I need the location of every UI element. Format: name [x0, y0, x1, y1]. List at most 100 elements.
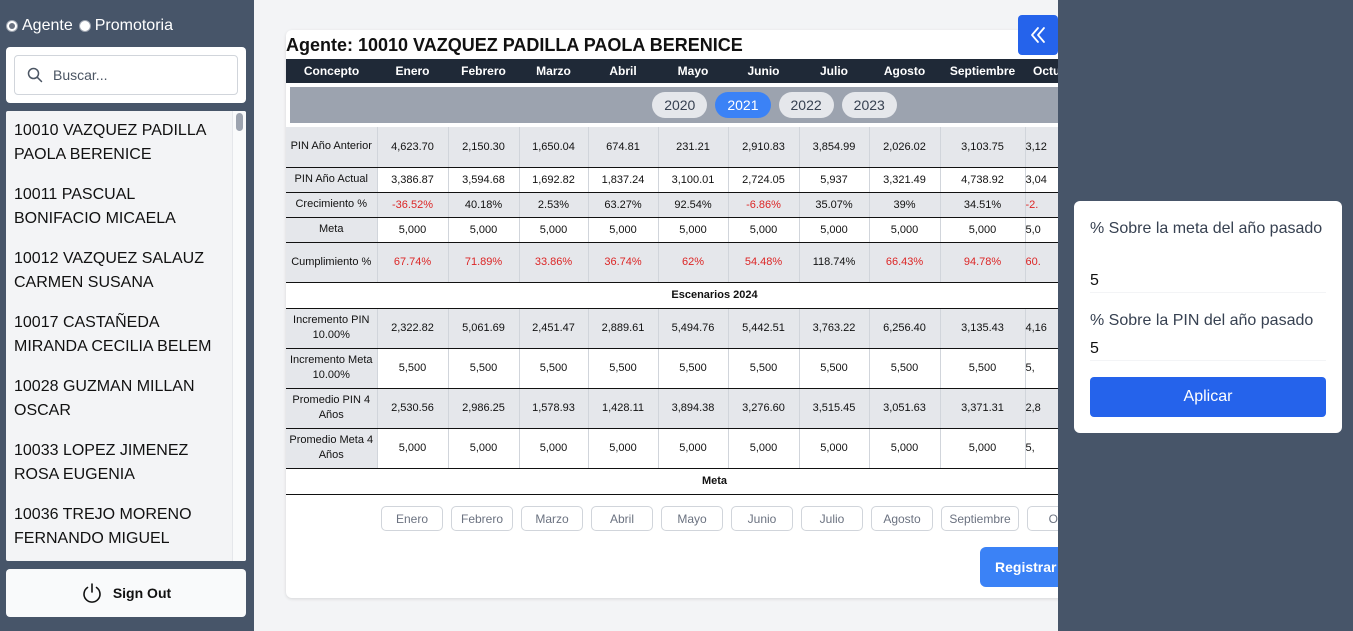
table-row: PIN Año Anterior 4,623.70 2,150.30 1,650.04…	[286, 127, 1058, 168]
table-cell: 5,000	[869, 428, 941, 469]
search-input[interactable]	[53, 67, 213, 83]
table-cell: 5,000	[869, 217, 941, 243]
table-cell: 66.43%	[869, 242, 941, 283]
table-cell: 5,	[1025, 348, 1058, 389]
table-cell: 6,256.40	[869, 308, 941, 349]
year-tab-2022[interactable]: 2022	[778, 92, 834, 118]
table-cell: 2.53%	[519, 192, 589, 218]
table-cell: 3,594.68	[448, 167, 520, 193]
table-cell: 5,500	[588, 348, 659, 389]
apply-button[interactable]: Aplicar	[1090, 377, 1326, 417]
agent-list-scrollbar[interactable]	[232, 111, 246, 561]
table-header: Concepto Enero Febrero Marzo Abril Mayo …	[286, 59, 1058, 83]
row-label: Incremento Meta 10.00%	[286, 348, 378, 389]
table-row: Meta 5,000 5,000 5,000 5,000 5,000 5,000 5,000 5…	[286, 217, 1058, 243]
year-tab-2021[interactable]: 2021	[715, 92, 771, 118]
collapse-panel-button[interactable]	[1018, 15, 1058, 55]
meta-month-input[interactable]: Abril	[591, 506, 653, 531]
table-cell: 5,061.69	[448, 308, 520, 349]
search-card	[6, 47, 246, 103]
register-button[interactable]: Registrar	[980, 547, 1058, 587]
table-cell: 3,051.63	[869, 388, 941, 429]
agent-list-item[interactable]: 10028 GUZMAN MILLAN OSCAR	[14, 378, 195, 419]
agent-list-item[interactable]: 10033 LOPEZ JIMENEZ ROSA EUGENIA	[14, 442, 189, 483]
table-cell: 5,0	[1025, 217, 1058, 243]
meta-percent-label: % Sobre la meta del año pasado	[1090, 220, 1323, 237]
year-tab-2020[interactable]: 2020	[652, 92, 708, 118]
mode-selector: Agente Promotoria	[6, 17, 179, 35]
row-label: Incremento PIN 10.00%	[286, 308, 378, 349]
mode-label-agente: Agente	[22, 17, 73, 34]
mode-option-agente[interactable]: Agente	[6, 17, 73, 35]
meta-month-input[interactable]: Agosto	[871, 506, 933, 531]
agent-list-item[interactable]: 10012 VAZQUEZ SALAUZ CARMEN SUSANA	[14, 250, 204, 291]
table-cell: -36.52%	[377, 192, 449, 218]
table-cell: 3,854.99	[799, 127, 870, 168]
sign-out-button[interactable]: Sign Out	[6, 569, 246, 617]
column-header: Agosto	[869, 59, 940, 83]
meta-percent-input[interactable]	[1090, 269, 1326, 293]
table-cell: -2.	[1025, 192, 1058, 218]
meta-month-input[interactable]: Junio	[731, 506, 793, 531]
table-cell: 5,500	[869, 348, 941, 389]
table-cell: 5,000	[940, 428, 1026, 469]
table-cell: 60.	[1025, 242, 1058, 283]
row-label: Meta	[286, 217, 378, 243]
agent-list-item[interactable]: 10017 CASTAÑEDA MIRANDA CECILIA BELEM	[14, 314, 212, 355]
meta-month-input[interactable]: Mayo	[661, 506, 723, 531]
table-cell: 2,451.47	[519, 308, 589, 349]
agent-list-item[interactable]: 10010 VAZQUEZ PADILLA PAOLA BERENICE	[14, 122, 206, 163]
table-cell: 5,500	[377, 348, 449, 389]
row-label: Promedio Meta 4 Años	[286, 428, 378, 469]
mode-label-promotoria: Promotoria	[94, 17, 173, 34]
pin-percent-input[interactable]	[1090, 337, 1326, 361]
row-label: Promedio PIN 4 Años	[286, 388, 378, 429]
year-tab-2023[interactable]: 2023	[841, 92, 897, 118]
meta-month-input[interactable]: Oct	[1027, 506, 1058, 531]
table-cell: 674.81	[588, 127, 659, 168]
table-cell: 3,135.43	[940, 308, 1026, 349]
meta-month-input[interactable]: Septiembre	[941, 506, 1019, 531]
table-cell: -6.86%	[728, 192, 800, 218]
meta-month-input[interactable]: Enero	[381, 506, 443, 531]
table-cell: 3,515.45	[799, 388, 870, 429]
meta-month-input[interactable]: Febrero	[451, 506, 513, 531]
table-cell: 2,530.56	[377, 388, 449, 429]
table-cell: 3,386.87	[377, 167, 449, 193]
year-selector-row: 2020 2021 2022 2023	[286, 83, 1058, 127]
meta-month-input[interactable]: Julio	[801, 506, 863, 531]
section-escenarios-label: Escenarios 2024	[286, 282, 1058, 309]
column-header: Marzo	[519, 59, 588, 83]
settings-card: % Sobre la meta del año pasado % Sobre l…	[1074, 201, 1342, 433]
double-chevron-left-icon	[1031, 27, 1045, 43]
agent-list-item[interactable]: 10036 TREJO MORENO FERNANDO MIGUEL	[14, 506, 192, 547]
table-row: PIN Año Actual 3,386.87 3,594.68 1,692.82 1,…	[286, 167, 1058, 193]
column-header: Septiembre	[940, 59, 1025, 83]
agent-list-item[interactable]: 10011 PASCUAL BONIFACIO MICAELA	[14, 186, 176, 227]
mode-option-promotoria[interactable]: Promotoria	[78, 17, 173, 35]
table-cell: 5,000	[377, 217, 449, 243]
radio-promotoria[interactable]	[78, 20, 91, 32]
table-cell: 62%	[658, 242, 729, 283]
table-cell: 40.18%	[448, 192, 520, 218]
search-box[interactable]	[14, 55, 238, 95]
table-row: Promedio Meta 4 Años 5,000 5,000 5,000 5,000…	[286, 428, 1058, 469]
column-header: Mayo	[658, 59, 728, 83]
table-cell: 5,	[1025, 428, 1058, 469]
table-cell: 5,000	[519, 428, 589, 469]
table-cell: 5,000	[377, 428, 449, 469]
table-cell: 5,000	[728, 217, 800, 243]
table-cell: 3,103.75	[940, 127, 1026, 168]
radio-agente[interactable]	[6, 20, 18, 32]
column-header: Junio	[728, 59, 799, 83]
table-cell: 5,500	[658, 348, 729, 389]
table-cell: 5,500	[519, 348, 589, 389]
column-header: Julio	[799, 59, 869, 83]
row-label: PIN Año Anterior	[286, 127, 378, 168]
table-cell: 5,000	[448, 217, 520, 243]
meta-month-input[interactable]: Marzo	[521, 506, 583, 531]
table-cell: 5,000	[448, 428, 520, 469]
section-meta: Meta	[286, 468, 1058, 495]
scrollbar-thumb[interactable]	[236, 113, 243, 131]
search-icon	[27, 67, 43, 83]
